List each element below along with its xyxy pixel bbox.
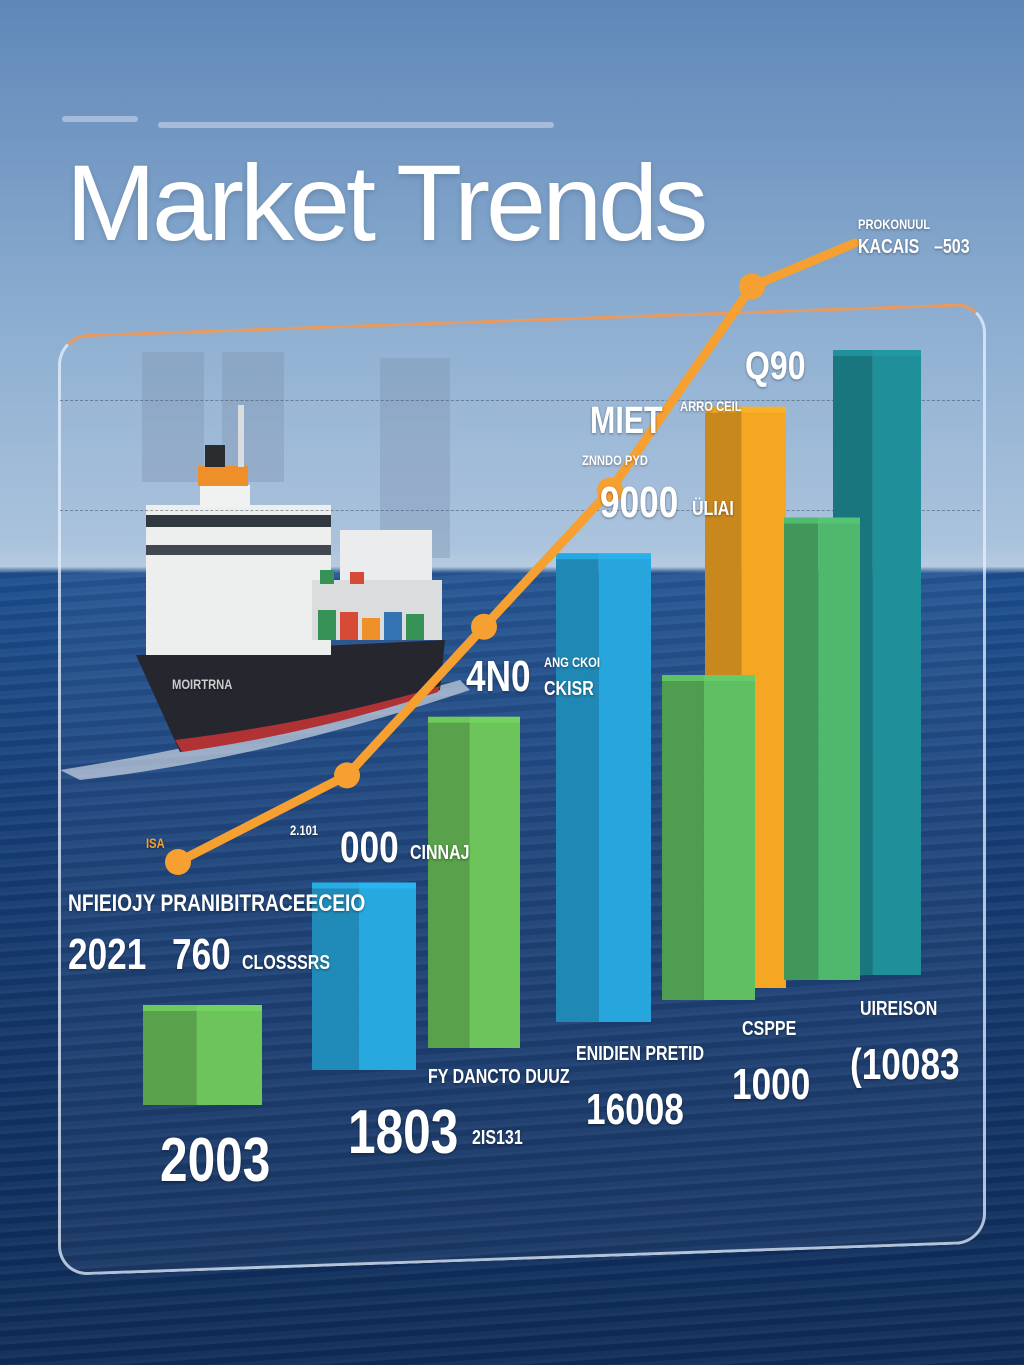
gridline <box>60 510 980 512</box>
annotation: ENIDIEN PRETID <box>576 1043 705 1065</box>
bar-side <box>784 517 819 980</box>
bar-top <box>784 517 860 524</box>
annotation: CLOSSSRS <box>242 952 331 974</box>
ghost-bar <box>380 358 450 558</box>
annotation: ANG CKOI <box>544 654 600 670</box>
bar-side <box>143 1005 197 1105</box>
trend-line <box>173 238 860 867</box>
annotation: UIREISON <box>860 998 938 1020</box>
bar-top <box>556 553 651 560</box>
bar-top <box>312 882 416 889</box>
ship-name: MOIRTRNA <box>172 676 233 692</box>
trend-point <box>334 762 360 789</box>
x-label: (10083 <box>850 1040 960 1089</box>
trend-point <box>597 477 623 504</box>
bar <box>196 1005 262 1105</box>
trend-point <box>165 849 191 875</box>
decor-line <box>158 122 554 128</box>
decor-line <box>62 116 138 122</box>
bar-side <box>662 675 704 1000</box>
trend-point <box>739 273 765 300</box>
annotation: 2IS131 <box>472 1127 523 1149</box>
bar-top <box>705 406 786 413</box>
annotation: CKISR <box>544 678 594 700</box>
x-label: 2003 <box>160 1126 271 1195</box>
gridline <box>60 400 980 402</box>
legend-label: NFIEIOJY PRANIBITRACEECEIO <box>68 890 366 917</box>
annotation: FY DANCTO DUUZ <box>428 1066 570 1088</box>
ghost-bar <box>142 352 204 482</box>
bar-side <box>428 716 470 1048</box>
x-label: 1000 <box>732 1060 811 1109</box>
data-label: 000 <box>340 823 399 872</box>
annotation: ZNNDO PYD <box>582 452 648 468</box>
annotation: 2.101 <box>290 822 319 838</box>
bar <box>703 675 755 1000</box>
data-label: 4N0 <box>466 652 531 701</box>
bar <box>469 716 520 1048</box>
bar-top <box>143 1005 262 1011</box>
trend-point <box>471 613 497 640</box>
bar-top <box>833 350 921 356</box>
annotation: KACAIS <box>858 236 920 258</box>
annotation: –503 <box>934 236 970 258</box>
bar-top <box>428 716 520 723</box>
bar <box>598 553 651 1022</box>
annotation: ARRO CEIL <box>680 398 742 414</box>
ghost-bar <box>222 352 284 482</box>
annotation: CINNAJ <box>410 842 470 864</box>
x-label: 1803 <box>348 1098 459 1167</box>
annotation: ISA <box>146 835 165 851</box>
bar <box>358 882 416 1070</box>
data-label: 9000 <box>600 478 679 527</box>
data-label: 2021 <box>68 930 147 979</box>
data-label: Q90 <box>745 344 806 388</box>
annotation: ÜLIAI <box>692 498 734 520</box>
bar-side <box>312 882 359 1070</box>
x-label: 16008 <box>586 1085 684 1134</box>
bar <box>872 350 921 975</box>
chart-title: Market Trends <box>66 142 708 263</box>
bar-top <box>662 675 755 681</box>
data-label: MIET <box>590 400 663 442</box>
data-label: 760 <box>172 930 231 979</box>
annotation: PROKONUUL <box>858 216 931 232</box>
annotation: CSPPE <box>742 1018 797 1040</box>
bar <box>818 517 860 980</box>
bar-side <box>556 553 599 1022</box>
